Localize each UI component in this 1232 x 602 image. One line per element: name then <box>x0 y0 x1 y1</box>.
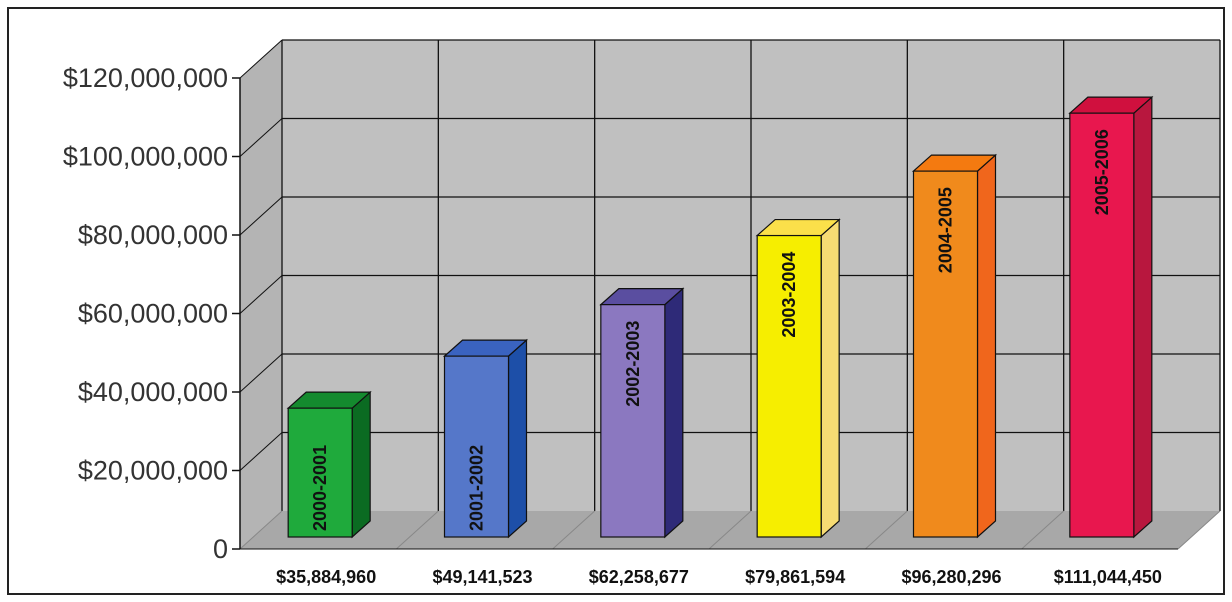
bar <box>1069 112 1135 538</box>
floor-line <box>708 510 752 550</box>
gridline-depth <box>239 432 283 471</box>
bar <box>600 304 666 538</box>
bar-category-label: 2002-2003 <box>623 321 643 407</box>
bar-side <box>351 390 371 539</box>
bar <box>756 234 822 538</box>
bar-category-label: 2005-2006 <box>1092 129 1112 215</box>
gridline-depth <box>239 353 283 393</box>
floor-line <box>864 510 908 550</box>
y-tick-label: 0 <box>213 534 228 564</box>
x-value-label: $62,258,677 <box>589 567 689 587</box>
bar-side <box>507 338 528 539</box>
bar-category-label: 2004-2005 <box>936 187 956 273</box>
bar-side <box>664 287 684 539</box>
gridline-depth <box>239 118 283 157</box>
x-value-label: $35,884,960 <box>276 567 376 587</box>
y-tick-label: $20,000,000 <box>78 456 228 486</box>
y-tick-label: $100,000,000 <box>63 142 228 172</box>
floor-line <box>552 510 596 550</box>
bar-category-label: 2000-2001 <box>310 445 330 531</box>
floor-line <box>1177 510 1221 550</box>
bar <box>443 355 510 538</box>
gridline-depth <box>239 275 283 314</box>
floor-line <box>395 510 439 550</box>
x-value-label: $111,044,450 <box>1054 567 1162 587</box>
floor-line <box>1021 510 1065 550</box>
x-value-label: $96,280,296 <box>901 567 1001 587</box>
y-tick-label: $80,000,000 <box>78 220 228 250</box>
gridline-depth <box>239 39 283 79</box>
y-tick-label: $60,000,000 <box>78 299 228 329</box>
gridline-depth <box>239 196 283 236</box>
bar <box>912 170 979 538</box>
bar-side <box>976 153 997 539</box>
bar-side <box>820 218 840 539</box>
floor-line <box>239 510 283 550</box>
x-value-label: $49,141,523 <box>432 567 532 587</box>
bar-category-label: 2001-2002 <box>467 445 487 531</box>
y-tick-label: $40,000,000 <box>78 377 228 407</box>
y-tick-label: $120,000,000 <box>63 63 228 93</box>
x-value-label: $79,861,594 <box>745 567 845 587</box>
bar <box>287 407 353 538</box>
bar-side <box>1133 95 1153 539</box>
bar-category-label: 2003-2004 <box>779 252 799 338</box>
